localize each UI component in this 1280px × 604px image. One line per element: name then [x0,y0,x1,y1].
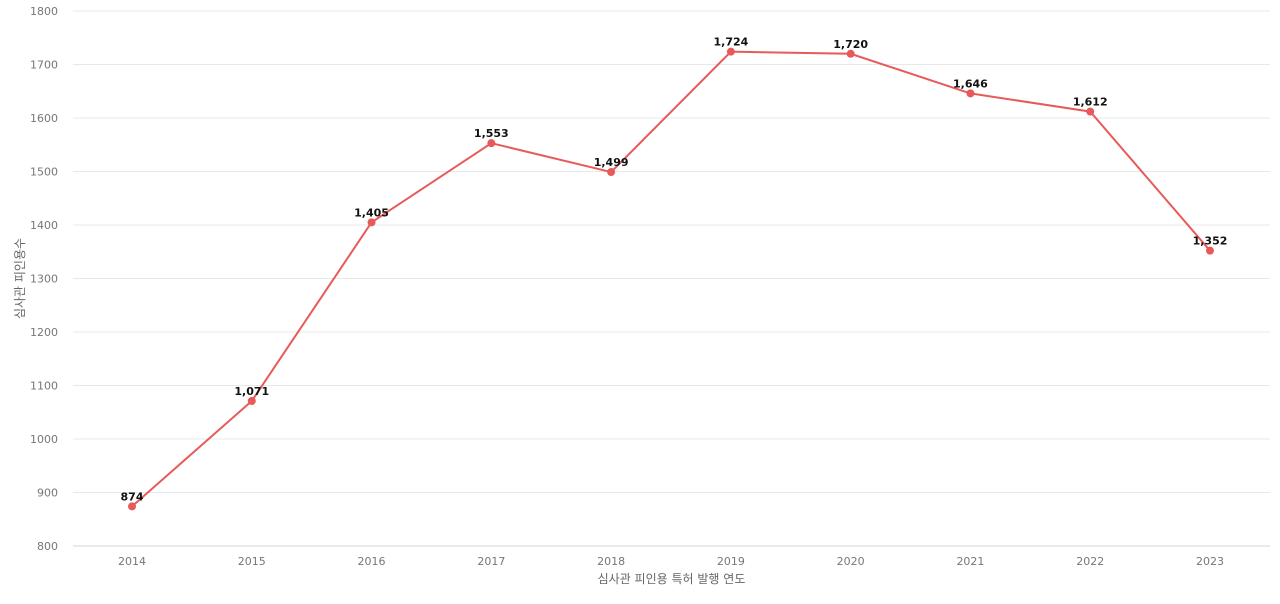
data-label-2020: 1,720 [833,38,868,51]
x-tick-label-2016: 2016 [358,555,386,568]
y-tick-label-1400: 1400 [30,219,58,232]
data-point-2014[interactable] [128,502,136,511]
series-line-0 [131,50,1211,508]
data-label-2022: 1,612 [1073,96,1108,109]
x-tick-label-2019: 2019 [717,555,745,568]
y-tick-label-900: 900 [37,487,58,500]
y-axis-title: 심사관 피인용수 [13,238,27,319]
x-axis-title: 심사관 피인용 특허 발행 연도 [598,571,746,586]
x-tick-label-2014: 2014 [118,555,146,568]
data-labels: 874 1,071 1,405 1,553 1,499 1,724 1,720 1,646 1,… [121,36,1228,504]
data-point-2020[interactable] [846,49,855,58]
data-label-2021: 1,646 [953,77,988,90]
x-tick-label-2020: 2020 [837,555,865,568]
data-point-2017[interactable] [487,139,496,148]
data-point-2016[interactable] [367,218,376,227]
x-tick-label-2015: 2015 [238,555,266,568]
y-tick-label-1500: 1500 [30,166,58,179]
data-label-2018: 1,499 [594,156,629,169]
data-label-2015: 1,071 [234,385,269,398]
grid-lines [73,10,1270,493]
x-tick-label-2017: 2017 [477,555,505,568]
data-point-2019[interactable] [726,47,735,56]
x-tick-label-2021: 2021 [956,555,984,568]
data-label-2016: 1,405 [354,206,389,219]
y-tick-label-1700: 1700 [30,59,58,72]
data-point-2022[interactable] [1086,107,1095,116]
data-point-2018[interactable] [607,168,616,177]
y-axis-ticks: 800 900 1000 1100 1200 1300 1400 1500 1600 1700 18… [30,5,58,553]
x-tick-label-2022: 2022 [1076,555,1104,568]
x-tick-label-2018: 2018 [597,555,625,568]
data-point-2021[interactable] [966,89,975,98]
x-axis-ticks: 2014 2015 2016 2017 2018 2019 2020 2021 2022 2023 [118,555,1224,568]
y-tick-label-800: 800 [37,540,58,553]
y-tick-label-1100: 1100 [30,380,58,393]
y-tick-label-1600: 1600 [30,112,58,125]
x-tick-label-2023: 2023 [1196,555,1224,568]
data-label-2023: 1,352 [1193,235,1228,248]
data-point-2023[interactable] [1206,246,1214,255]
y-tick-label-1800: 1800 [30,5,58,18]
data-label-2014: 874 [121,490,144,503]
data-label-2019: 1,724 [713,36,748,49]
series-group [128,47,1214,511]
data-point-2015[interactable] [247,397,256,406]
y-tick-label-1200: 1200 [30,326,58,339]
y-tick-label-1300: 1300 [30,273,58,286]
data-label-2017: 1,553 [474,127,509,140]
y-tick-label-1000: 1000 [30,433,58,446]
